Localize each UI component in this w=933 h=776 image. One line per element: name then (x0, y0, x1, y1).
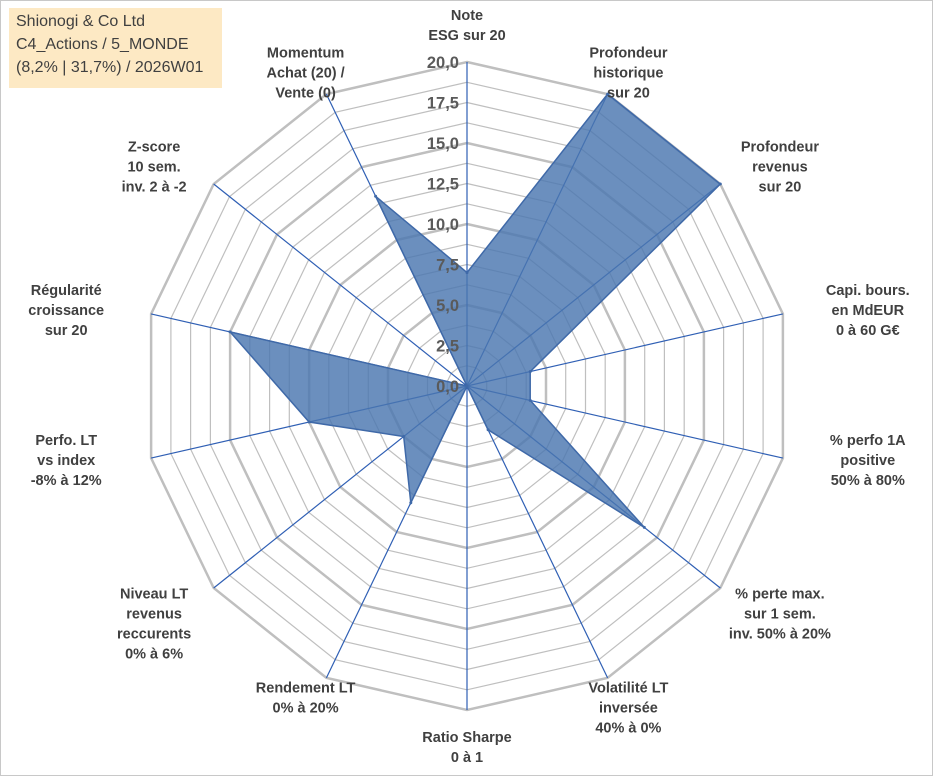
axis-spoke (466, 385, 609, 679)
data-point (307, 420, 311, 424)
category-label: Rendement LT 0% à 20% (256, 681, 356, 717)
category-label-line: positive (840, 453, 895, 469)
category-label-line: 0 à 1 (451, 750, 483, 766)
category-label-line: 10 sem. (127, 159, 180, 175)
tick-label: 12,5 (427, 176, 459, 194)
category-label-line: sur 20 (45, 323, 88, 339)
category-label-line: inv. 50% à 20% (729, 627, 831, 643)
category-label-line: Achat (20) / (267, 66, 345, 82)
category-label-line: Ratio Sharpe (422, 730, 511, 746)
category-label: Ratio Sharpe 0 à 1 (422, 730, 511, 766)
category-label-line: 0% à 6% (125, 647, 183, 663)
category-label: Momentum Achat (20) / Vente (0) (267, 46, 345, 102)
data-point (409, 501, 413, 505)
tick-label: 2,5 (436, 338, 459, 356)
chart-title-box: Shionogi & Co Ltd C4_Actions / 5_MONDE (… (9, 8, 222, 88)
category-label: Capi. bours. en MdEUR 0 à 60 G€ (826, 283, 910, 339)
category-label-line: Z-score (128, 139, 180, 155)
category-label-line: Rendement LT (256, 681, 356, 697)
category-label-line: 40% à 0% (595, 721, 661, 737)
category-label-line: Profondeur (589, 46, 667, 62)
category-label-line: Vente (0) (275, 86, 336, 102)
tick-label: 17,5 (427, 95, 459, 113)
category-label-line: vs index (37, 453, 95, 469)
data-point (606, 92, 610, 96)
tick-label: 15,0 (427, 135, 459, 153)
category-label-line: Note (451, 8, 483, 24)
data-point (465, 271, 469, 275)
data-point (465, 384, 469, 388)
category-label-line: 0% à 20% (273, 701, 339, 717)
series-area (228, 93, 722, 529)
tick-label: 10,0 (427, 216, 459, 234)
category-label-line: reccurents (117, 627, 191, 643)
tick-label: 7,5 (436, 257, 459, 275)
category-label: Régularité croissance sur 20 (28, 283, 104, 339)
data-point (642, 525, 646, 529)
category-label-line: 0 à 60 G€ (836, 323, 900, 339)
category-label-line: en MdEUR (832, 303, 905, 319)
data-point (528, 370, 532, 374)
category-label: Profondeur revenus sur 20 (741, 139, 819, 195)
category-label: Note ESG sur 20 (428, 8, 505, 44)
category-label: % perfo 1A positive 50% à 80% (830, 433, 906, 489)
category-label-line: Momentum (267, 46, 344, 62)
tick-label: 0,0 (436, 378, 459, 396)
category-label: Perfo. LT vs index -8% à 12% (31, 433, 102, 489)
category-label-line: Perfo. LT (35, 433, 97, 449)
title-line-stats: (8,2% | 31,7%) / 2026W01 (16, 59, 204, 76)
data-point (228, 330, 232, 334)
category-label-line: % perte max. (735, 587, 824, 603)
data-point (718, 182, 722, 186)
data-point (486, 428, 490, 432)
category-label-line: sur 20 (759, 179, 802, 195)
category-label-line: sur 1 sem. (744, 607, 816, 623)
category-label-line: Régularité (31, 283, 102, 299)
category-label: Z-score 10 sem. inv. 2 à -2 (122, 139, 187, 195)
category-label-line: Capi. bours. (826, 283, 910, 299)
category-label: Profondeur historique sur 20 (589, 46, 667, 102)
title-line-portfolio: C4_Actions / 5_MONDE (16, 36, 189, 53)
category-label-line: croissance (28, 303, 104, 319)
category-label-line: Volatilité LT (588, 681, 668, 697)
category-label: Niveau LT revenus reccurents 0% à 6% (117, 587, 191, 663)
category-label-line: % perfo 1A (830, 433, 906, 449)
category-label-line: -8% à 12% (31, 473, 102, 489)
title-line-company: Shionogi & Co Ltd (16, 13, 145, 30)
category-label-line: Niveau LT (120, 587, 188, 603)
category-label: % perte max. sur 1 sem. inv. 50% à 20% (729, 587, 831, 643)
category-label-line: revenus (752, 159, 808, 175)
category-label-line: inv. 2 à -2 (122, 179, 187, 195)
axis-spoke (213, 183, 468, 387)
category-label-line: 50% à 80% (831, 473, 905, 489)
category-label-line: revenus (126, 607, 182, 623)
category-label-line: Profondeur (741, 139, 819, 155)
category-label-line: ESG sur 20 (428, 28, 505, 44)
data-point (402, 435, 406, 438)
tick-label: 5,0 (436, 297, 459, 315)
category-label-line: inversée (599, 701, 658, 717)
data-point (374, 194, 378, 198)
data-point (528, 398, 532, 402)
category-label-line: sur 20 (607, 86, 650, 102)
category-label: Volatilité LT inversée 40% à 0% (588, 681, 668, 737)
tick-label: 20,0 (427, 54, 459, 72)
category-label-line: historique (593, 66, 663, 82)
